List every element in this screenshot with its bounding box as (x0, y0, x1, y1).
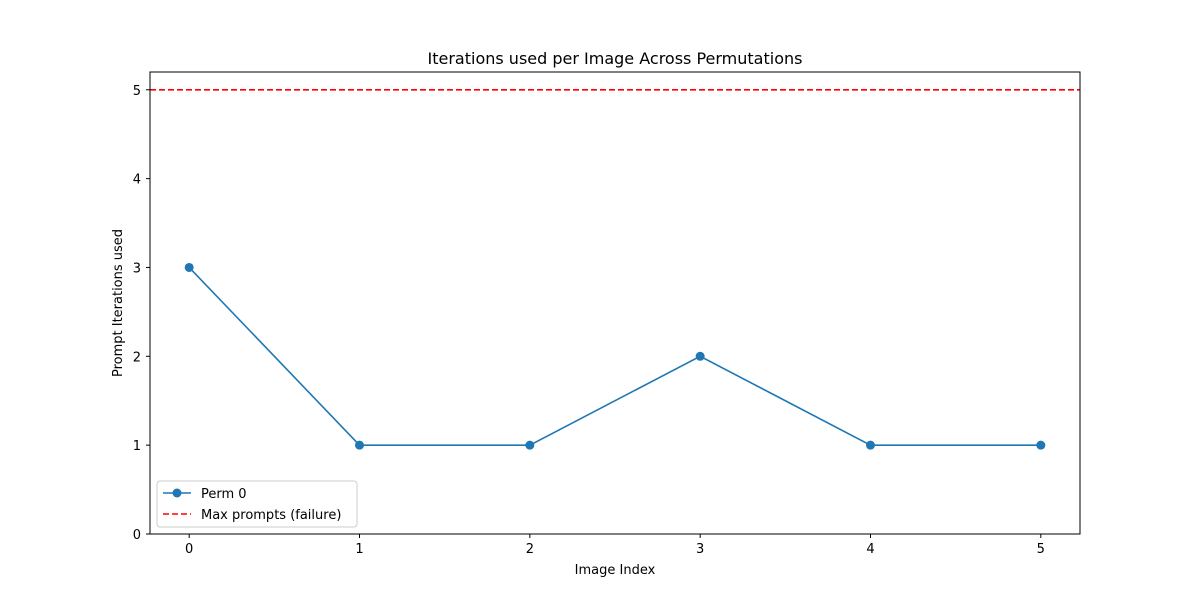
data-point (695, 351, 705, 361)
x-tick-label: 5 (1037, 542, 1045, 557)
y-tick-label: 4 (133, 173, 141, 188)
y-tick-label: 3 (133, 261, 141, 276)
y-axis: 0 1 2 3 4 5 (133, 84, 150, 543)
series-line-perm-0 (188, 266, 1041, 446)
y-tick-label: 0 (133, 528, 141, 543)
x-axis-label: Image Index (575, 563, 656, 578)
data-point (525, 440, 535, 450)
plot-frame (149, 71, 1081, 535)
x-tick-label: 0 (185, 542, 193, 557)
legend-label-max-prompts: Max prompts (failure) (201, 508, 341, 523)
y-tick-label: 1 (133, 439, 141, 454)
x-tick-label: 4 (866, 542, 874, 557)
x-tick-label: 2 (526, 542, 534, 557)
legend-label-perm-0: Perm 0 (201, 487, 247, 502)
legend: Perm 0 Max prompts (failure) (156, 480, 358, 528)
data-point (1036, 440, 1046, 450)
series-layer (184, 262, 1046, 450)
chart-title: Iterations used per Image Across Permuta… (428, 49, 803, 68)
data-point (355, 440, 365, 450)
x-axis: 0 1 2 3 4 5 (185, 534, 1045, 557)
data-point (865, 440, 875, 450)
y-tick-label: 5 (133, 84, 141, 99)
x-tick-label: 3 (696, 542, 704, 557)
legend-marker-perm-0 (172, 488, 182, 498)
legend-box (156, 480, 358, 528)
data-point (184, 262, 194, 272)
x-tick-label: 1 (355, 542, 363, 557)
y-tick-label: 2 (133, 350, 141, 365)
y-axis-label: Prompt Iterations used (111, 229, 126, 377)
